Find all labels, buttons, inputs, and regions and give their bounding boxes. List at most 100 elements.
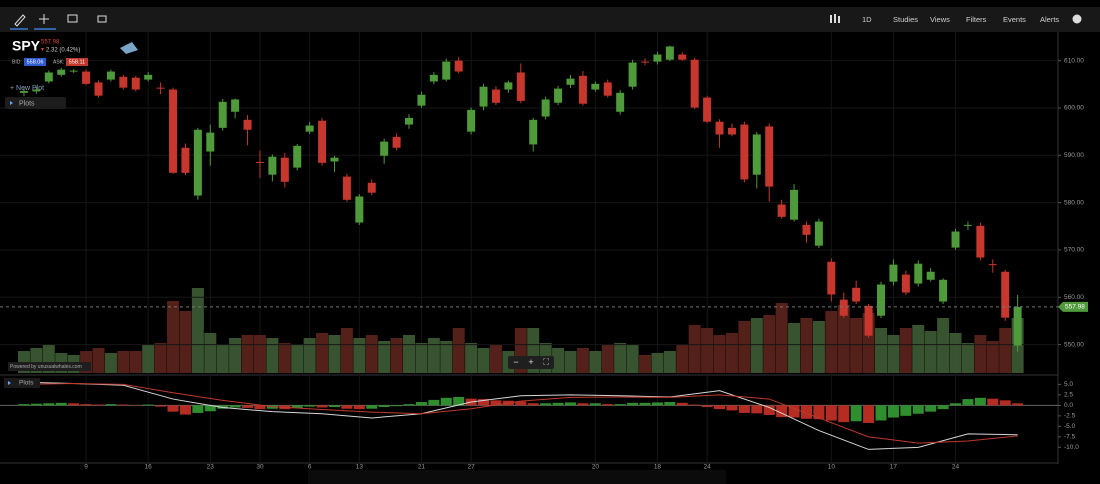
candle-body <box>839 299 848 316</box>
candle-type-icon[interactable] <box>830 14 840 23</box>
candle-body <box>491 89 500 103</box>
volume-bar <box>713 335 726 373</box>
volume-bar <box>775 303 788 373</box>
histogram-bar <box>639 402 651 406</box>
candle-body <box>740 124 749 180</box>
histogram-bar <box>254 405 266 410</box>
x-tick-label: 24 <box>703 464 711 471</box>
histogram-bar <box>701 405 713 408</box>
volume-bar <box>639 355 652 373</box>
volume-bar <box>564 351 577 373</box>
zoom-in[interactable]: + <box>528 357 533 367</box>
volume-bar <box>999 328 1012 373</box>
screen-icon[interactable] <box>97 15 107 23</box>
fit[interactable]: ⛶ <box>542 358 549 367</box>
histogram-bar <box>614 404 626 406</box>
y-tick-label: 560.00 <box>1064 294 1084 301</box>
candle-body <box>690 59 699 108</box>
candle-body <box>752 134 761 175</box>
comment-icon[interactable] <box>67 14 78 23</box>
histogram-bar <box>378 405 390 408</box>
menu-item[interactable]: Alerts <box>1040 15 1059 24</box>
x-tick-label: 24 <box>952 464 960 471</box>
histogram-bar <box>714 405 726 410</box>
candle-body <box>715 121 724 135</box>
candle-body <box>367 182 376 193</box>
volume-bar <box>266 338 279 373</box>
y-tick-label: 550.00 <box>1064 341 1084 348</box>
histogram-bar <box>589 403 601 406</box>
x-tick-label: 9 <box>84 464 88 471</box>
ask-box <box>66 58 88 66</box>
candle-body <box>106 71 115 80</box>
candle-body <box>504 82 513 90</box>
draw-icon[interactable] <box>14 14 26 27</box>
candle-body <box>479 86 488 107</box>
ticker: SPY <box>12 38 41 54</box>
crosshair-icon[interactable] <box>39 14 49 24</box>
candle-body <box>578 75 587 104</box>
volume-bar <box>129 351 142 373</box>
histogram-bar <box>577 403 589 406</box>
histogram-bar <box>453 396 465 406</box>
powered-box <box>8 362 91 371</box>
histogram-bar <box>80 404 92 406</box>
candle-body <box>156 87 165 89</box>
price: 557.98 <box>41 40 60 46</box>
histogram-bar <box>875 405 887 421</box>
candle-body <box>665 46 674 60</box>
menu-item[interactable]: 1D <box>862 15 872 24</box>
x-tick-label: 30 <box>256 464 264 471</box>
menu-item[interactable]: Filters <box>966 15 987 24</box>
candle-body <box>988 264 997 266</box>
lower-plots-button[interactable] <box>4 378 40 388</box>
menu-item[interactable]: Studies <box>893 15 918 24</box>
candle-body <box>144 74 153 80</box>
histogram-bar <box>167 405 179 412</box>
histogram-bar <box>838 405 850 423</box>
plots-button[interactable] <box>5 97 66 109</box>
histogram-bar <box>179 405 191 415</box>
settings-icon[interactable] <box>1072 14 1082 24</box>
volume-bar <box>663 351 676 373</box>
toolbar-icons[interactable] <box>10 14 1082 30</box>
volume-bar <box>750 318 763 373</box>
candle-body <box>318 120 327 163</box>
candle-body <box>119 76 128 88</box>
histogram-bar <box>43 403 55 406</box>
candle-body <box>901 274 910 293</box>
volume-bar <box>837 305 850 373</box>
menu-item[interactable]: Events <box>1003 15 1026 24</box>
candle-body <box>566 78 575 85</box>
bid-label: BID: <box>12 59 22 65</box>
zoom-out[interactable]: − <box>513 357 518 367</box>
lower-plots-label[interactable]: Plots <box>19 380 34 387</box>
volume-bar <box>788 323 801 373</box>
y-tick-label: -5.0 <box>1064 423 1076 430</box>
candle-body <box>814 221 823 246</box>
y-tick-label: 570.00 <box>1064 247 1084 254</box>
y-tick-label: -7.5 <box>1064 434 1076 441</box>
menu-item[interactable]: Views <box>930 15 950 24</box>
histogram-bar <box>92 404 104 406</box>
histogram-bar <box>415 402 427 406</box>
candle-body <box>193 129 202 196</box>
candle-body <box>976 225 985 258</box>
candle-body <box>802 224 811 235</box>
candle-body <box>467 109 476 132</box>
histogram-bar <box>788 405 800 418</box>
volume-bar <box>216 345 229 373</box>
volume-bar <box>974 335 987 373</box>
x-tick-label: 20 <box>592 464 600 471</box>
volume-bar <box>154 343 167 373</box>
new-plot[interactable]: + New Plot <box>10 85 44 92</box>
candle-body <box>1013 306 1022 346</box>
plots-label[interactable]: Plots <box>19 100 35 107</box>
volume-bar <box>179 311 192 373</box>
volume-bar <box>614 343 627 373</box>
histogram-bar <box>763 405 775 416</box>
candle-body <box>405 117 414 125</box>
histogram-bar <box>676 402 688 406</box>
volume-bar <box>850 318 863 373</box>
histogram-bar <box>776 405 788 418</box>
